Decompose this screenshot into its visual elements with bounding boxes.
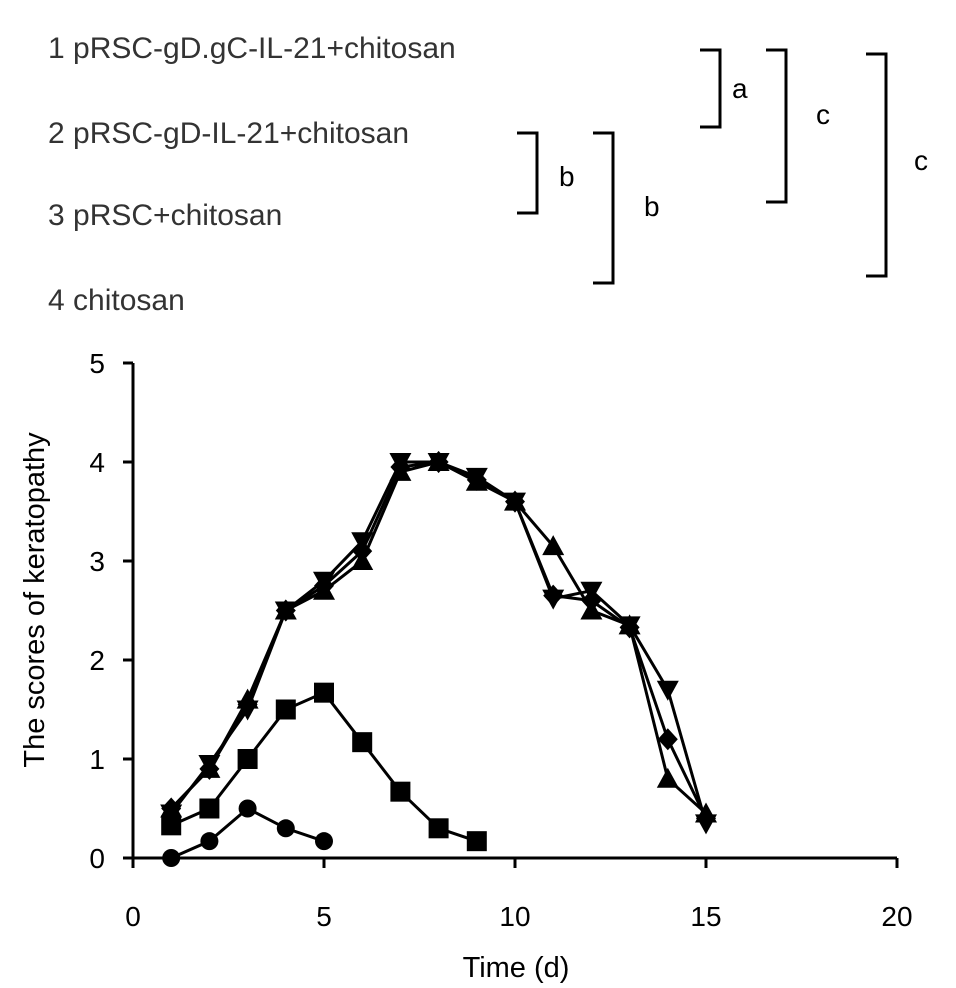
legend-item-2: 2 pRSC-gD-IL-21+chitosan xyxy=(48,117,409,150)
series-line-triangle-down xyxy=(170,460,708,824)
point-diamond-1 xyxy=(199,757,220,780)
point-diamond-3 xyxy=(275,599,296,622)
x-tick-label-4: 20 xyxy=(881,901,912,932)
legend-item-1: 1 pRSC-gD.gC-IL-21+chitosan xyxy=(48,32,456,65)
point-diamond-10 xyxy=(543,584,564,607)
point-square-1 xyxy=(199,798,220,819)
legend: 1 pRSC-gD.gC-IL-21+chitosan 2 pRSC-gD-IL… xyxy=(48,32,456,317)
point-diamond-2 xyxy=(237,693,258,716)
x-axis-title: Time (d) xyxy=(463,952,570,984)
y-tick-label-5: 5 xyxy=(89,348,105,379)
point-square-5 xyxy=(352,732,373,753)
y-axis-title: The scores of keratopathy xyxy=(19,432,51,768)
bracket-1-3-label: c xyxy=(816,99,830,130)
bracket-2-4 xyxy=(593,131,615,285)
point-triangle-down-13 xyxy=(656,680,679,701)
series-square xyxy=(161,682,487,852)
point-diamond-11 xyxy=(581,589,602,612)
point-diamond-14 xyxy=(696,807,716,830)
y-tick-label-2: 2 xyxy=(89,645,105,676)
point-diamond-5 xyxy=(352,540,373,563)
legend-item-3: 3 pRSC+chitosan xyxy=(48,199,282,232)
point-square-0 xyxy=(161,815,182,836)
bracket-2-4-label: b xyxy=(644,191,660,222)
point-diamond-6 xyxy=(390,455,411,478)
point-square-3 xyxy=(275,699,296,720)
y-tick-label-3: 3 xyxy=(89,546,105,577)
point-circle-4 xyxy=(315,832,333,851)
bracket-1-3 xyxy=(766,48,788,204)
y-tick-label-4: 4 xyxy=(89,447,105,478)
x-tick-label-3: 15 xyxy=(690,901,721,932)
bracket-1-2-label: a xyxy=(732,73,748,104)
axes: 0 1 2 3 4 5 0 5 10 15 20 Time (d) The scores of k… xyxy=(19,348,913,984)
point-square-7 xyxy=(428,818,449,839)
point-diamond-4 xyxy=(314,574,334,597)
x-tick-label-1: 5 xyxy=(316,901,332,932)
x-ticks: 0 5 10 15 20 xyxy=(125,858,913,932)
point-triangle-up-10 xyxy=(542,535,565,556)
point-square-8 xyxy=(466,831,487,852)
point-diamond-7 xyxy=(428,451,449,473)
y-ticks: 0 1 2 3 4 5 xyxy=(89,348,133,874)
point-circle-2 xyxy=(238,799,257,818)
point-square-6 xyxy=(390,781,411,802)
point-circle-3 xyxy=(276,819,295,838)
point-diamond-13 xyxy=(657,728,678,751)
significance-brackets: a b b c c xyxy=(517,48,928,285)
point-square-4 xyxy=(314,682,334,703)
x-tick-label-0: 0 xyxy=(125,901,141,932)
point-circle-1 xyxy=(200,832,219,851)
plot-area xyxy=(160,451,717,867)
point-diamond-12 xyxy=(619,616,640,639)
bracket-1-4-label: c xyxy=(914,145,928,176)
point-triangle-up-13 xyxy=(656,767,679,788)
legend-item-4: 4 chitosan xyxy=(48,284,185,317)
y-tick-label-0: 0 xyxy=(89,843,105,874)
bracket-1-4 xyxy=(866,52,888,278)
x-tick-label-2: 10 xyxy=(499,901,530,932)
series-diamond xyxy=(161,451,716,830)
series-circle xyxy=(162,799,333,867)
bracket-1-2 xyxy=(700,48,722,129)
point-diamond-0 xyxy=(161,797,182,820)
point-diamond-9 xyxy=(505,490,525,513)
bracket-2-3-label: b xyxy=(559,161,575,192)
bracket-2-3 xyxy=(517,131,539,215)
point-square-2 xyxy=(237,749,258,769)
y-tick-label-1: 1 xyxy=(89,744,105,775)
point-circle-0 xyxy=(162,849,181,867)
point-diamond-8 xyxy=(466,468,487,491)
